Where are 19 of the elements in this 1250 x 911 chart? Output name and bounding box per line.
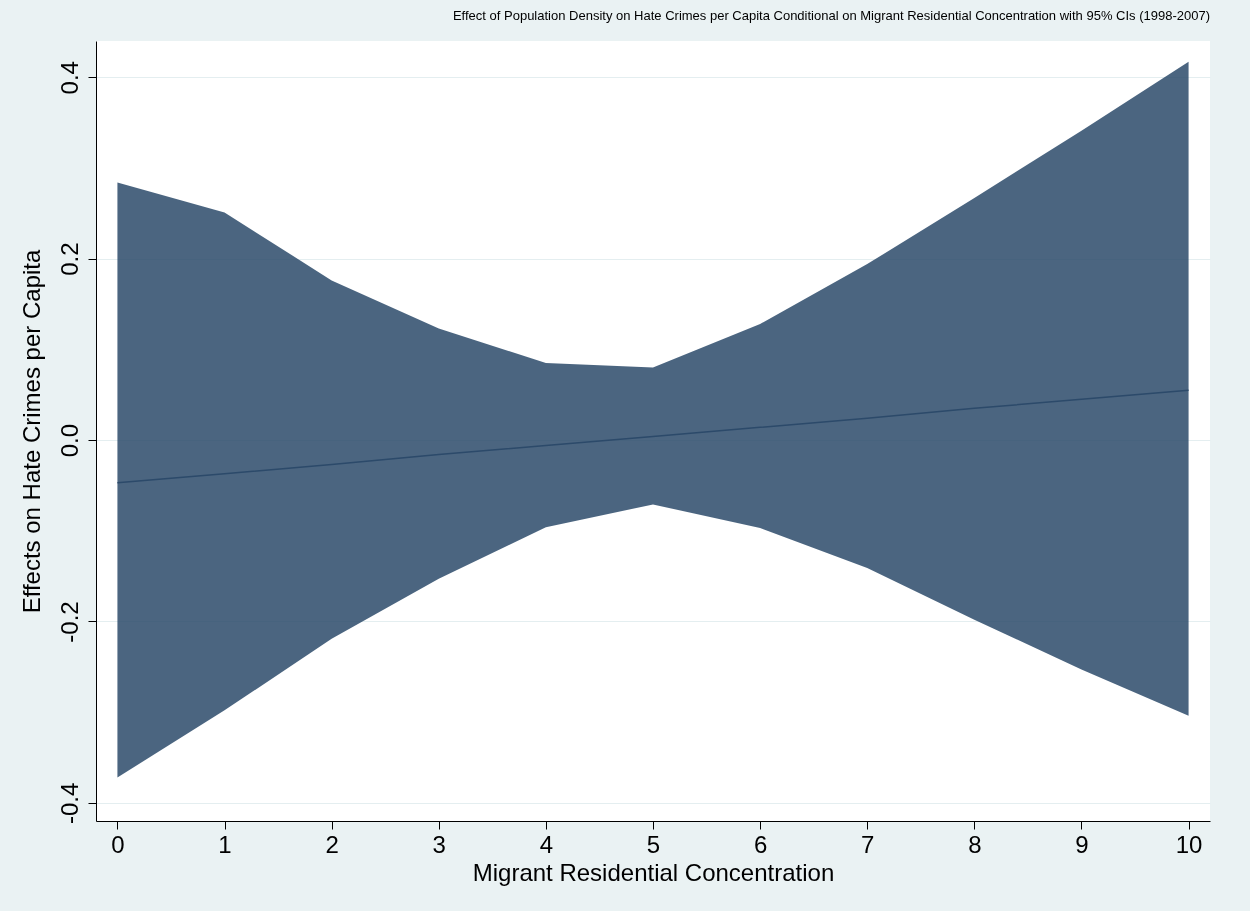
x-tick-label: 5 [646,830,661,858]
x-tick-label: 8 [968,830,982,858]
x-tick-label: 3 [432,830,446,858]
x-tick-label: 0 [111,830,125,858]
x-tick-label: 6 [753,830,768,858]
x-tick-label: 10 [1175,830,1203,858]
y-tick-label: -0.2 [55,601,83,643]
x-tick-label: 7 [861,830,875,858]
x-tick-label: 9 [1075,830,1089,858]
x-tick-label: 2 [325,830,339,858]
chart-title: Effect of Population Density on Hate Crimes per Capita Conditional on Migrant Residential Concentration with 95% CIs (1998-2007) [452,8,1210,23]
y-tick-label: 0.2 [55,242,83,276]
y-tick-label: 0.0 [55,423,83,458]
x-tick-label: 1 [218,830,232,858]
x-tick-label: 4 [539,830,554,858]
y-tick-label: 0.4 [55,61,83,95]
y-tick-label: -0.4 [55,782,83,825]
y-axis-title: Effects on Hate Crimes per Capita [17,248,45,614]
x-axis-title: Migrant Residential Concentration [472,858,835,886]
